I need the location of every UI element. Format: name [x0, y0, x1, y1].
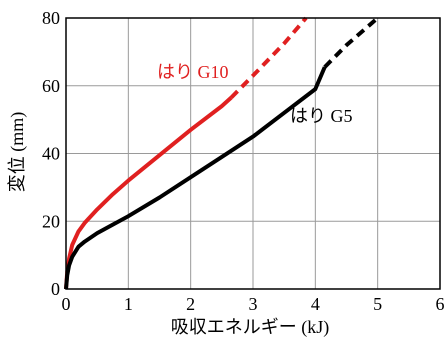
series-1-solid-line	[66, 67, 325, 289]
y-tick-label-3: 60	[42, 76, 60, 96]
y-axis-title: 変位 (mm)	[7, 112, 28, 193]
x-tick-label-0: 0	[62, 294, 71, 314]
y-tick-label-4: 80	[42, 8, 60, 28]
series-label-g10: はり G10	[157, 62, 229, 82]
grid	[66, 18, 440, 289]
x-axis-title: 吸収エネルギー (kJ)	[171, 317, 330, 338]
y-tick-label-1: 20	[42, 211, 60, 231]
x-tick-label-1: 1	[124, 294, 133, 314]
x-tick-label-3: 3	[249, 294, 258, 314]
y-tick-label-0: 0	[51, 279, 60, 299]
series-label-g5: はり G5	[290, 106, 353, 126]
x-tick-label-4: 4	[311, 294, 320, 314]
x-tick-label-2: 2	[186, 294, 195, 314]
series-0-solid-line	[66, 98, 231, 289]
y-tick-label-2: 40	[42, 144, 60, 164]
series-1-dashed-line	[325, 18, 378, 67]
x-tick-label-5: 5	[373, 294, 382, 314]
x-tick-label-6: 6	[436, 294, 444, 314]
